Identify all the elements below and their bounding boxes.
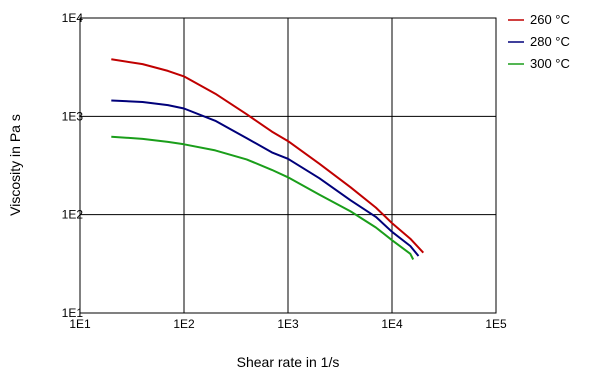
x-tick-label: 1E2 <box>173 317 195 331</box>
x-tick-label: 1E4 <box>381 317 403 331</box>
x-tick-label: 1E5 <box>485 317 507 331</box>
grid <box>80 18 496 313</box>
x-tick-label: 1E3 <box>277 317 299 331</box>
series-line <box>111 58 425 254</box>
series-lines <box>111 58 425 260</box>
x-axis-label: Shear rate in 1/s <box>237 354 340 370</box>
legend: 260 °C 280 °C 300 °C <box>508 12 570 71</box>
y-tick-label: 1E4 <box>62 11 84 25</box>
x-tick-label: 1E1 <box>69 317 91 331</box>
tick-labels: 1E1 1E2 1E3 1E4 1E5 1E1 1E2 1E3 1E4 <box>62 11 507 331</box>
y-tick-label: 1E1 <box>62 306 84 320</box>
legend-entry: 260 °C <box>530 12 570 27</box>
series-line <box>111 99 420 257</box>
y-axis-label: Viscosity in Pa s <box>7 114 23 216</box>
y-tick-label: 1E2 <box>62 208 84 222</box>
series-line <box>111 135 415 260</box>
plot-frame <box>79 17 497 314</box>
legend-entry: 280 °C <box>530 34 570 49</box>
legend-entry: 300 °C <box>530 56 570 71</box>
y-tick-label: 1E3 <box>62 109 84 123</box>
